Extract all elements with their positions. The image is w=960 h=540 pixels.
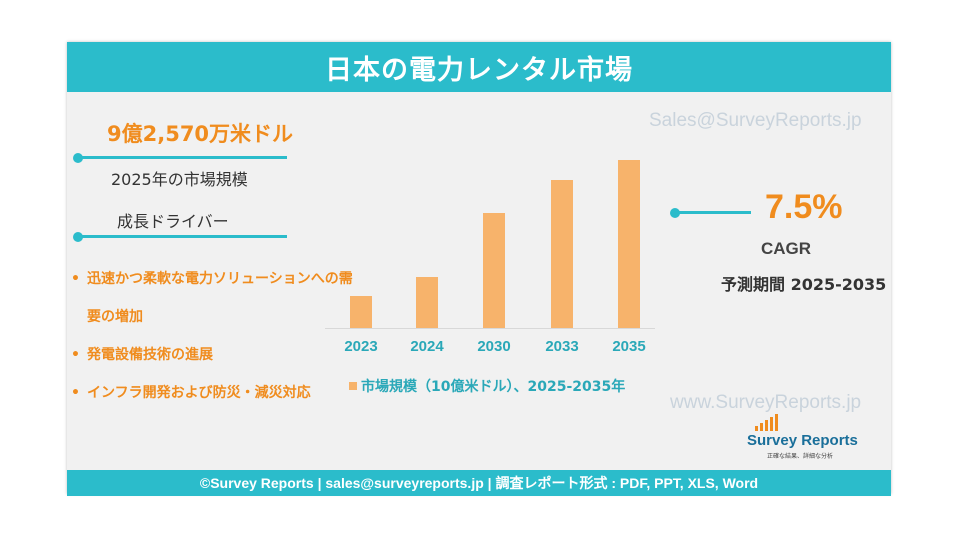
driver-item: 迅速かつ柔軟な電力ソリューションへの需要の増加 bbox=[67, 260, 357, 336]
logo-name: Survey Reports bbox=[747, 432, 858, 449]
x-tick-label: 2030 bbox=[477, 338, 511, 355]
bar-2033 bbox=[551, 180, 573, 328]
infographic-card: 日本の電力レンタル市場 Sales@SurveyReports.jp www.S… bbox=[67, 42, 891, 496]
footer-text: ©Survey Reports | sales@surveyreports.jp… bbox=[199, 475, 759, 491]
logo-tagline: 正確な結果、詳細な分析 bbox=[767, 453, 834, 460]
driver-item: インフラ開発および防災・減災対応 bbox=[67, 374, 357, 412]
divider-line bbox=[675, 211, 751, 214]
x-axis bbox=[325, 328, 655, 329]
footer-bar: ©Survey Reports | sales@surveyreports.jp… bbox=[67, 470, 891, 496]
legend-label: 市場規模（10億米ドル）、2025-2035年 bbox=[361, 379, 626, 395]
title-bar: 日本の電力レンタル市場 bbox=[67, 42, 891, 92]
watermark-email: Sales@SurveyReports.jp bbox=[649, 110, 862, 131]
drivers-heading: 成長ドライバー bbox=[117, 212, 229, 231]
x-tick-label: 2035 bbox=[612, 338, 646, 355]
logo-bars-icon bbox=[755, 414, 778, 431]
drivers-list: 迅速かつ柔軟な電力ソリューションへの需要の増加 発電設備技術の進展 インフラ開発… bbox=[67, 260, 357, 412]
market-size-value: 9億2,570万米ドル bbox=[107, 122, 294, 146]
bar-2024 bbox=[416, 277, 438, 328]
market-size-label: 2025年の市場規模 bbox=[111, 170, 248, 189]
cagr-value: 7.5% bbox=[765, 188, 843, 226]
page-title: 日本の電力レンタル市場 bbox=[325, 54, 633, 86]
x-tick-label: 2023 bbox=[344, 338, 378, 355]
driver-item: 発電設備技術の進展 bbox=[67, 336, 357, 374]
divider-line bbox=[77, 235, 287, 238]
bar-2030 bbox=[483, 213, 505, 328]
bar-2035 bbox=[618, 160, 640, 328]
chart-legend: 市場規模（10億米ドル）、2025-2035年 bbox=[349, 376, 625, 396]
watermark-url: www.SurveyReports.jp bbox=[670, 392, 862, 413]
x-tick-label: 2033 bbox=[545, 338, 579, 355]
cagr-label: CAGR bbox=[761, 239, 812, 258]
legend-swatch bbox=[349, 382, 357, 390]
x-tick-label: 2024 bbox=[410, 338, 444, 355]
forecast-period: 予測期間 2025-2035 bbox=[721, 275, 887, 294]
bar-2023 bbox=[350, 296, 372, 328]
divider-line bbox=[77, 156, 287, 159]
